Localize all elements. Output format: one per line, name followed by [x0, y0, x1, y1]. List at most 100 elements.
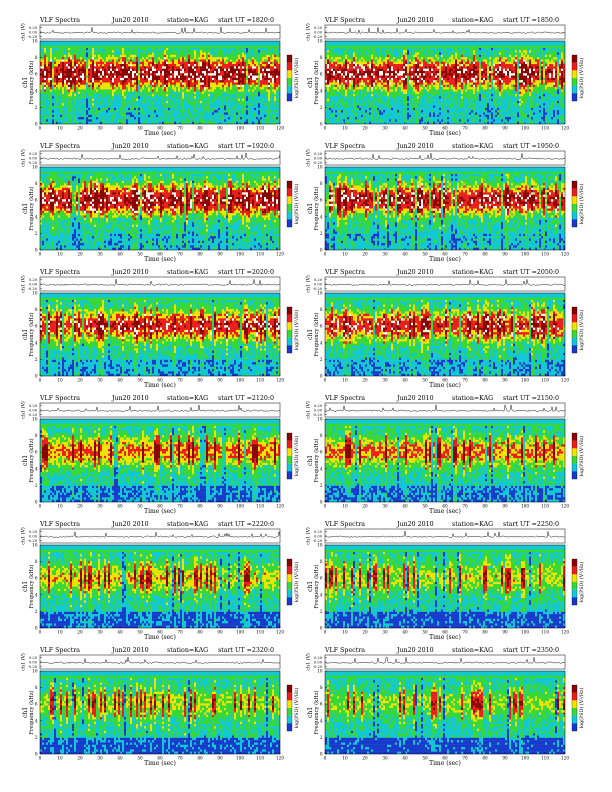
spectrogram-cell: [116, 108, 118, 110]
spectrogram-cell: [114, 62, 116, 64]
spectrogram-cell: [110, 73, 112, 75]
spectrogram-cell: [82, 115, 84, 117]
spectrogram-cell: [52, 43, 54, 45]
spectrogram-cell: [48, 92, 50, 94]
spectrogram-cell: [80, 85, 82, 87]
spectrogram-cell: [88, 117, 90, 119]
spectrogram-cell: [76, 115, 78, 117]
spectrogram-cell: [62, 92, 64, 94]
spectrogram-cell: [48, 71, 50, 73]
spectrogram-cell: [42, 71, 44, 73]
spectrogram-cell: [98, 43, 100, 45]
spectrogram-cell: [94, 112, 96, 114]
spectrogram-cell: [96, 85, 98, 87]
spectrogram-cell: [68, 103, 70, 105]
spectrogram-cell: [122, 71, 124, 73]
spectrogram-cell: [120, 106, 122, 108]
spectrogram-cell: [98, 110, 100, 112]
spectrogram-cell: [56, 43, 58, 45]
spectrogram-cell: [56, 85, 58, 87]
spectrogram-cell: [96, 46, 98, 48]
spectrogram-cell: [44, 50, 46, 52]
spectrogram-cell: [94, 71, 96, 73]
spectrogram-cell: [48, 57, 50, 59]
spectrogram-cell: [62, 89, 64, 91]
spectrogram-cell: [76, 41, 78, 43]
spectrogram-cell: [102, 66, 104, 68]
spectrogram-cell: [52, 62, 54, 64]
spectrogram-cell: [120, 87, 122, 89]
spectrogram-cell: [42, 119, 44, 121]
spectrogram-cell: [90, 55, 92, 57]
spectrogram-cell: [112, 71, 114, 73]
spectrogram-cell: [44, 41, 46, 43]
spectrogram-cell: [124, 115, 126, 117]
spectrogram-cell: [62, 66, 64, 68]
spectrogram-cell: [114, 94, 116, 96]
spectrogram-cell: [106, 53, 108, 55]
spectrogram-cell: [50, 66, 52, 68]
spectrogram-cell: [60, 55, 62, 57]
spectrogram-cell: [108, 112, 110, 114]
spectrogram-cell: [80, 46, 82, 48]
spectrogram-cell: [94, 110, 96, 112]
spectrogram-cell: [94, 73, 96, 75]
spectrogram-cell: [68, 99, 70, 101]
spectrogram-cell: [54, 80, 56, 82]
spectrogram-cell: [96, 78, 98, 80]
spectrogram-cell: [84, 41, 86, 43]
spectrogram-cell: [104, 83, 106, 85]
spectrogram-cell: [98, 41, 100, 43]
spectrogram-cell: [78, 106, 80, 108]
spectrogram-cell: [106, 87, 108, 89]
spectrogram-cell: [62, 99, 64, 101]
spectrogram-cell: [96, 57, 98, 59]
spectrogram-cell: [102, 96, 104, 98]
spectrogram-cell: [46, 101, 48, 103]
spectrogram-cell: [112, 41, 114, 43]
spectrogram-cell: [108, 66, 110, 68]
spectrogram-cell: [120, 115, 122, 117]
spectrogram-cell: [64, 46, 66, 48]
spectrogram-cell: [96, 112, 98, 114]
spectrogram-cell: [128, 43, 130, 45]
spectrogram-cell: [42, 48, 44, 50]
spectrogram-cell: [116, 96, 118, 98]
spectrogram-cell: [68, 119, 70, 121]
spectrogram-cell: [72, 66, 74, 68]
spectrogram-cell: [106, 108, 108, 110]
spectrogram-cell: [90, 73, 92, 75]
spectrogram-cell: [120, 80, 122, 82]
spectrogram-cell: [88, 48, 90, 50]
spectrogram-cell: [92, 108, 94, 110]
spectrogram-cell: [114, 108, 116, 110]
spectrogram-cell: [110, 112, 112, 114]
spectrogram-cell: [58, 108, 60, 110]
spectrogram-cell: [100, 41, 102, 43]
spectrogram-cell: [82, 66, 84, 68]
spectrogram-cell: [92, 53, 94, 55]
spectrogram-cell: [74, 62, 76, 64]
spectrogram-cell: [88, 43, 90, 45]
spectrogram-cell: [66, 64, 68, 66]
spectrogram-cell: [96, 41, 98, 43]
spectrogram-cell: [124, 41, 126, 43]
spectrogram-cell: [86, 55, 88, 57]
spectrogram-cell: [66, 85, 68, 87]
spectrogram-cell: [98, 71, 100, 73]
spectrogram-cell: [74, 48, 76, 50]
spectrogram-cell: [80, 48, 82, 50]
spectrogram-cell: [44, 103, 46, 105]
spectrogram-cell: [106, 83, 108, 85]
spectrogram-cell: [58, 50, 60, 52]
spectrogram-cell: [110, 46, 112, 48]
spectrogram-cell: [120, 103, 122, 105]
spectrogram-cell: [80, 99, 82, 101]
spectrogram-cell: [110, 55, 112, 57]
spectrogram-cell: [56, 57, 58, 59]
spectrogram-cell: [70, 83, 72, 85]
spectrogram-cell: [110, 80, 112, 82]
spectrogram-cell: [108, 101, 110, 103]
spectrogram-cell: [58, 59, 60, 61]
spectrogram-cell: [110, 69, 112, 71]
